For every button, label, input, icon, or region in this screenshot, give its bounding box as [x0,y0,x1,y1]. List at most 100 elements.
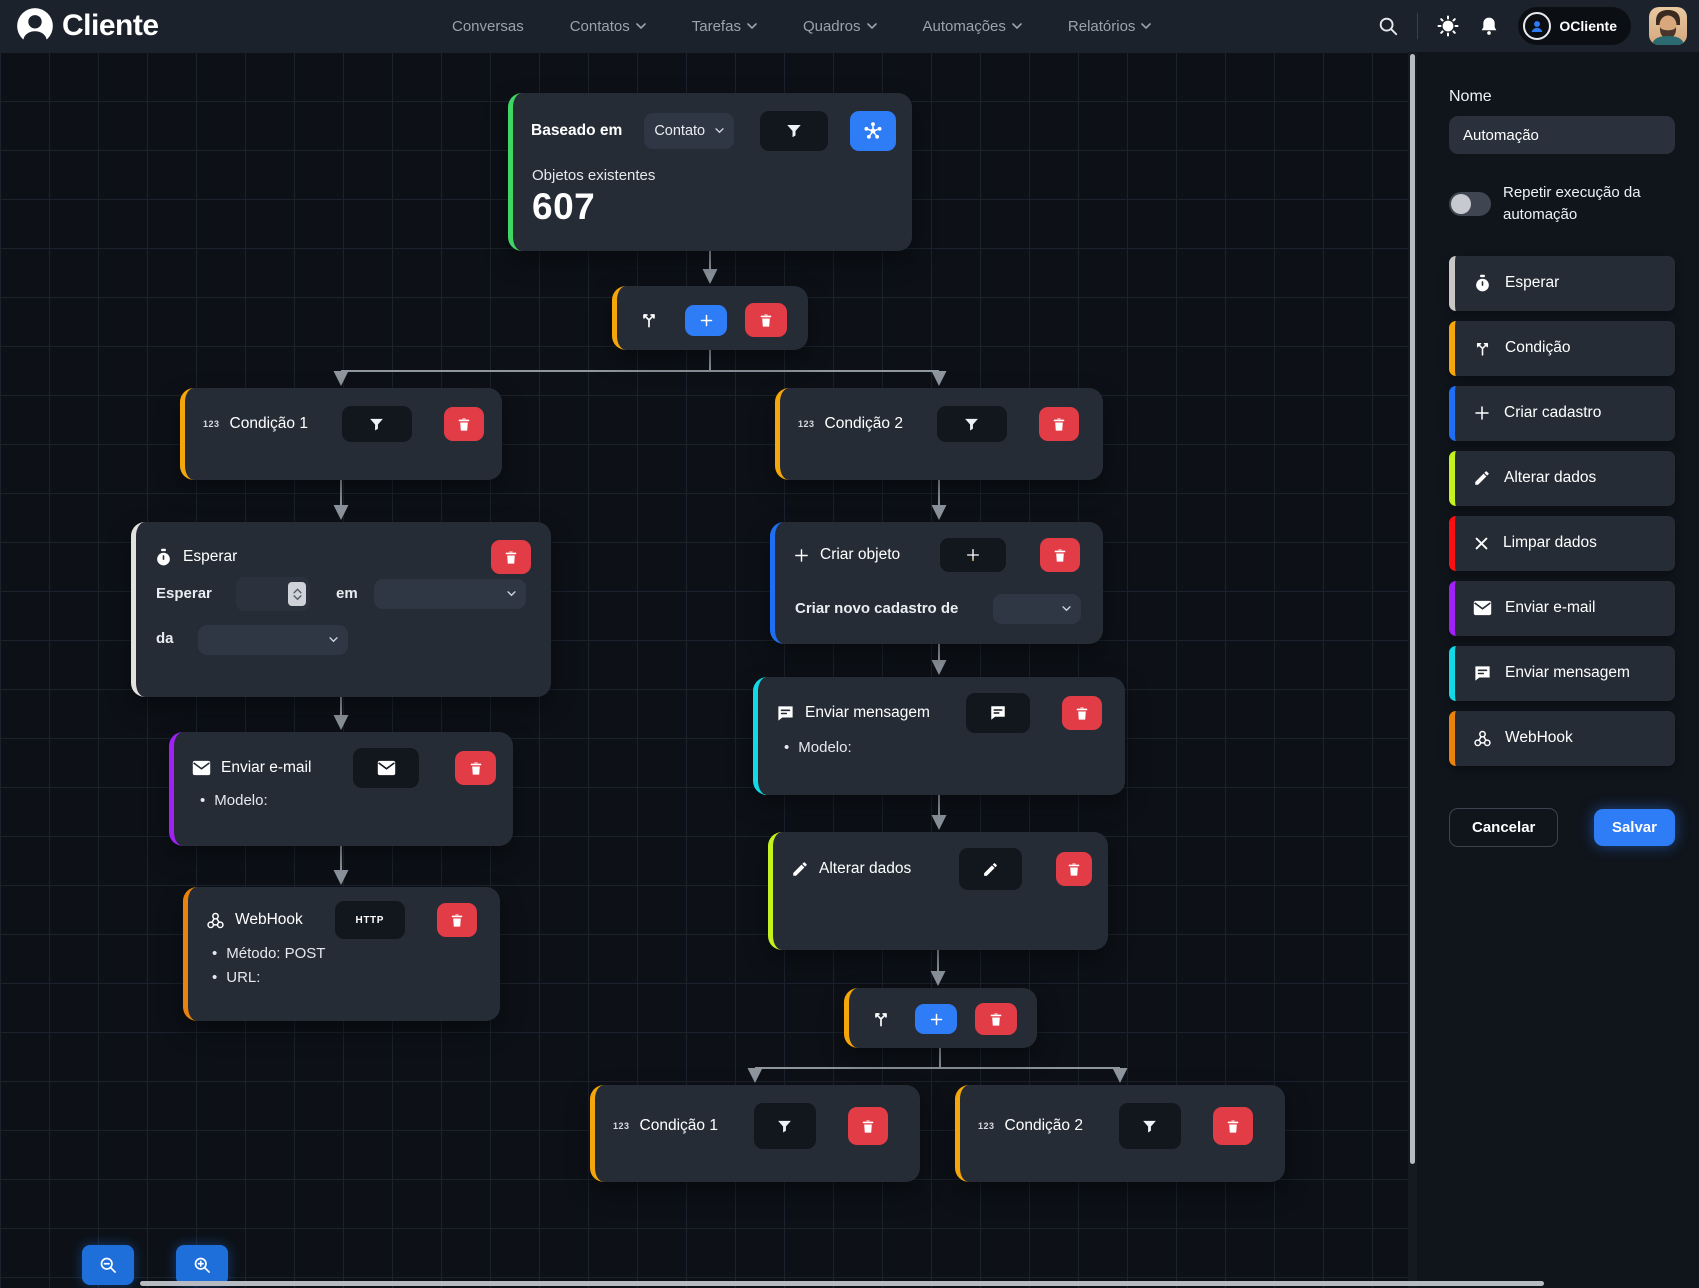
trigger-object-select[interactable]: Contato [644,113,734,149]
trash-icon [456,416,472,433]
magnifier-minus-icon [98,1255,118,1275]
nav-item-automacoes[interactable]: Automações [923,18,1022,35]
cancel-button[interactable]: Cancelar [1449,807,1559,847]
vertical-scrollbar[interactable] [1410,54,1415,1164]
trigger-filter-button[interactable] [759,111,828,151]
edit-data-button[interactable] [959,848,1022,890]
horizontal-scrollbar[interactable] [140,1281,1544,1286]
wait-node[interactable]: Esperar Esperar em da [131,522,551,697]
condition-filter-button[interactable] [1118,1103,1181,1149]
navbar-actions: OCliente [1377,0,1699,52]
trigger-label: Baseado em [531,122,623,139]
create-object-node[interactable]: Criar objeto Criar novo cadastro de [770,522,1103,644]
palette-item-enviar-mensagem[interactable]: Enviar mensagem [1449,645,1675,701]
nav-item-conversas[interactable]: Conversas [452,17,524,35]
message-template-button[interactable] [965,693,1030,733]
brand-name: Cliente [62,9,159,42]
chevron-down-icon [747,22,757,30]
zoom-out-button[interactable] [82,1245,134,1285]
palette-item-condicao[interactable]: Condição [1449,320,1675,376]
brand-logo[interactable]: Cliente [14,5,159,47]
delete-node-button[interactable] [455,751,497,785]
send-message-node[interactable]: Enviar mensagem Modelo: [753,677,1125,795]
theme-sun-icon[interactable] [1436,14,1460,38]
envelope-icon [1473,600,1492,616]
condition-title: Condição 1 [229,415,308,432]
palette-item-webhook[interactable]: WebHook [1449,710,1675,766]
wait-amount-input[interactable] [236,577,310,611]
trash-icon [860,1118,876,1135]
webhook-icon [1473,729,1492,748]
nav-item-relatorios[interactable]: Relatórios [1068,18,1152,35]
delete-node-button[interactable] [1040,538,1081,572]
flow-canvas[interactable]: Baseado em Contato Objetos exis [0,52,1417,1288]
chat-icon [1473,664,1492,683]
split-node-2[interactable] [844,988,1037,1048]
webhook-node[interactable]: WebHook HTTP Método: POST URL: [183,887,500,1021]
trash-icon [1052,547,1068,564]
search-icon[interactable] [1377,15,1399,37]
delete-node-button[interactable] [443,407,484,441]
zoom-in-button[interactable] [176,1245,228,1285]
trash-icon [468,760,484,777]
palette-item-alterar-dados[interactable]: Alterar dados [1449,450,1675,506]
delete-node-button[interactable] [1055,852,1092,886]
condition-2-node[interactable]: 123 Condição 2 [775,388,1103,480]
pencil-icon [1473,469,1491,487]
user-name: OCliente [1559,18,1617,34]
repeat-toggle[interactable] [1449,191,1491,216]
delete-node-button[interactable] [1212,1107,1253,1145]
delete-node-button[interactable] [491,540,531,574]
palette-item-esperar[interactable]: Esperar [1449,255,1675,311]
wait-from-select[interactable] [198,625,348,655]
add-branch-button[interactable] [685,304,727,336]
wait-unit-select[interactable] [374,579,526,609]
trash-icon [758,312,774,329]
number-stepper[interactable] [288,582,306,606]
trigger-network-button[interactable] [849,111,897,151]
delete-node-button[interactable] [745,303,787,337]
create-object-button[interactable] [940,538,1007,572]
palette-item-limpar-dados[interactable]: Limpar dados [1449,515,1675,571]
create-object-select[interactable] [993,594,1081,624]
edit-data-node[interactable]: Alterar dados [768,832,1108,950]
top-navbar: Cliente Conversas Contatos Tarefas Quadr… [0,0,1699,52]
condition-b2-node[interactable]: 123 Condição 2 [955,1085,1285,1182]
trigger-node[interactable]: Baseado em Contato Objetos exis [508,93,912,251]
nav-item-contatos[interactable]: Contatos [570,18,646,35]
add-branch-button[interactable] [915,1004,957,1034]
user-pill[interactable]: OCliente [1518,7,1631,45]
delete-node-button[interactable] [847,1107,888,1145]
vertical-scrollbar-track [1408,52,1417,1288]
chevron-down-icon [329,637,338,643]
send-email-node[interactable]: Enviar e-mail Modelo: [169,732,513,846]
save-button[interactable]: Salvar [1593,808,1675,846]
plus-icon [929,1012,944,1027]
condition-filter-button[interactable] [341,406,412,442]
chevron-down-icon [1062,606,1071,612]
delete-node-button[interactable] [1061,696,1102,730]
palette-item-enviar-email[interactable]: Enviar e-mail [1449,580,1675,636]
automation-name-input[interactable] [1449,116,1675,154]
delete-node-button[interactable] [975,1003,1017,1035]
condition-b1-node[interactable]: 123 Condição 1 [590,1085,920,1182]
condition-1-node[interactable]: 123 Condição 1 [180,388,502,480]
funnel-icon [1141,1118,1158,1135]
palette-item-criar-cadastro[interactable]: Criar cadastro [1449,385,1675,441]
delete-node-button[interactable] [1038,407,1079,441]
nav-item-tarefas[interactable]: Tarefas [692,18,757,35]
delete-node-button[interactable] [436,903,477,937]
email-template-button[interactable] [353,748,420,788]
trigger-stat-label: Objetos existentes [532,167,656,184]
webhook-http-button[interactable]: HTTP [334,901,405,939]
condition-filter-button[interactable] [936,406,1007,442]
stopwatch-icon [1473,274,1492,293]
bell-icon[interactable] [1478,15,1500,37]
profile-photo[interactable] [1649,7,1687,45]
nav-item-quadros[interactable]: Quadros [803,18,877,35]
numeric-badge-icon: 123 [203,419,220,429]
split-node-1[interactable] [612,286,808,350]
chevron-down-icon [1141,22,1152,30]
toggle-knob [1451,193,1471,214]
condition-filter-button[interactable] [753,1103,816,1149]
